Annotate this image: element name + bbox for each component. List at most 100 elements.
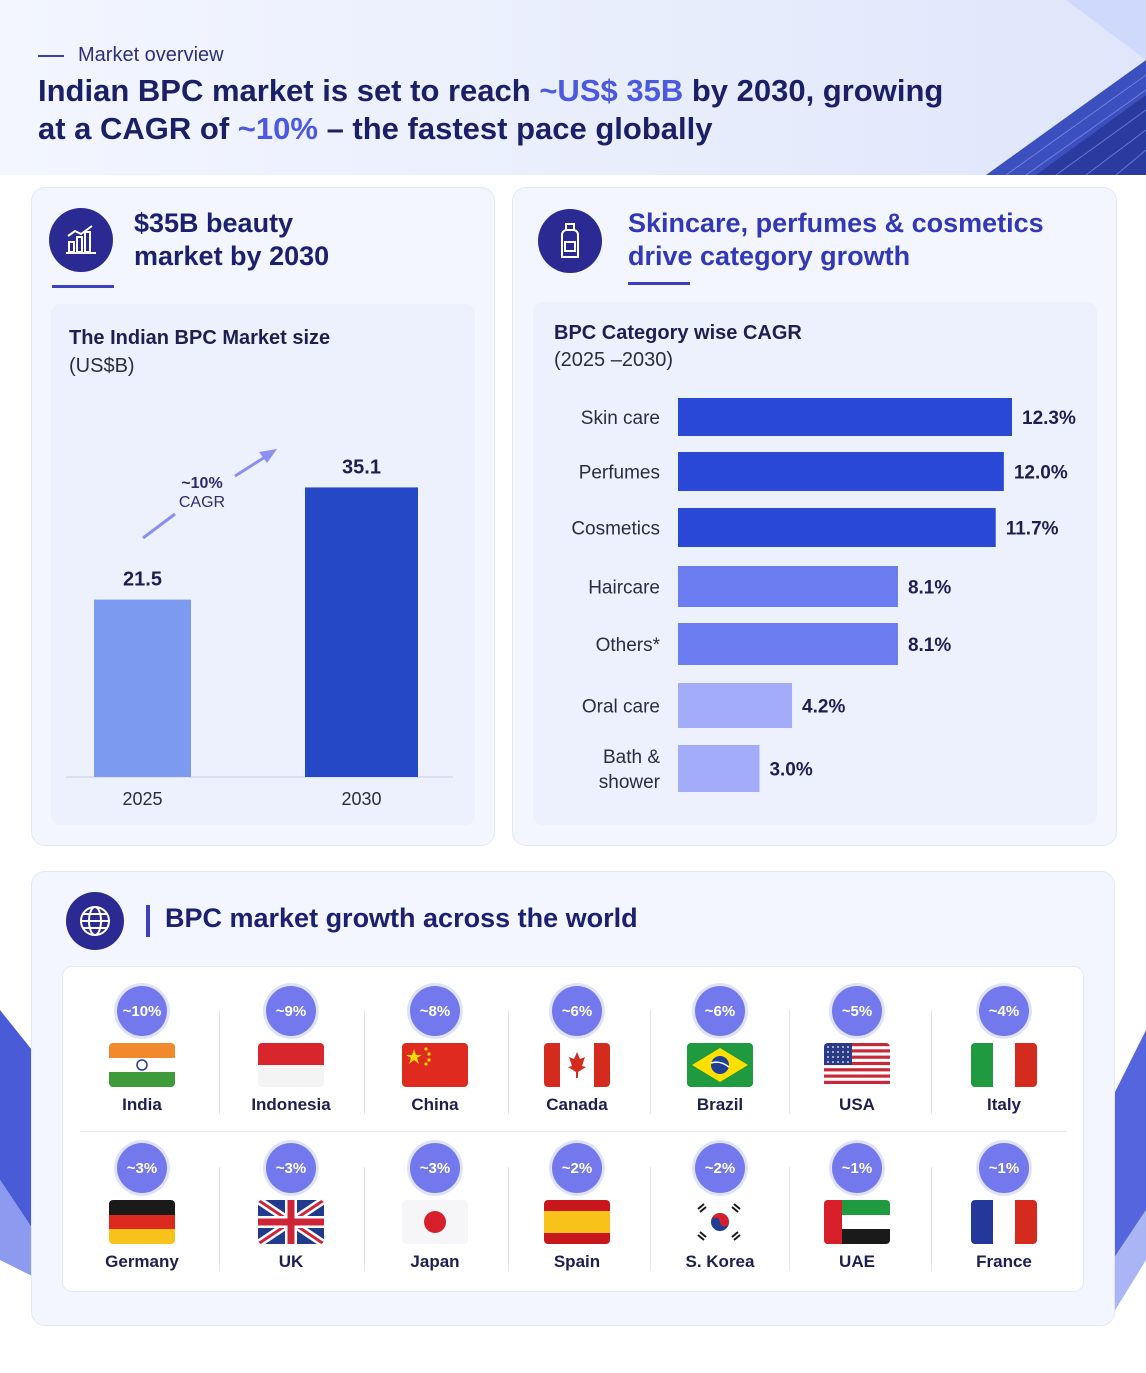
country-cell-spain: ~2% Spain: [507, 1143, 647, 1272]
bar-Skin care: [678, 398, 1012, 436]
growth-badge: ~9%: [266, 986, 316, 1036]
chart2-title: BPC Category wise CAGR: [554, 322, 802, 344]
germany-flag-icon: [109, 1200, 175, 1244]
tick-label-2025: 2025: [122, 789, 162, 809]
cagr-arrow-tail: [142, 512, 176, 540]
country-cell-china: ~8% China: [365, 986, 505, 1115]
brazil-flag-icon: [687, 1043, 753, 1087]
category-label-Haircare: Haircare: [588, 578, 660, 599]
country-name: Spain: [553, 1252, 601, 1271]
country-name: Japan: [410, 1252, 460, 1271]
category-label-Perfumes: Perfumes: [579, 463, 660, 484]
category-label-Skin care: Skin care: [581, 408, 660, 429]
bar-Others*: [678, 623, 898, 665]
category-label-Cosmetics: Cosmetics: [571, 519, 660, 540]
value-label-Others*: 8.1%: [908, 635, 951, 656]
country-name: Canada: [546, 1095, 608, 1114]
right-decoration: [1106, 1030, 1146, 1325]
grid-column-divider: [931, 1167, 932, 1271]
country-name: UAE: [839, 1252, 875, 1271]
country-cell-india: ~10% India: [72, 986, 212, 1115]
card1-title-line: market by 2030: [134, 241, 330, 271]
bar-Perfumes: [678, 452, 1004, 491]
country-cell-brazil: ~6% Brazil: [650, 986, 790, 1115]
title-highlight: ~10%: [237, 111, 318, 146]
title-part: at a CAGR of: [38, 111, 238, 146]
grid-column-divider: [650, 1167, 651, 1271]
country-name: India: [122, 1095, 162, 1114]
bottle-icon: [538, 209, 602, 273]
country-cell-indonesia: ~9% Indonesia: [221, 986, 361, 1115]
bar-Cosmetics: [678, 508, 996, 547]
country-name: USA: [839, 1095, 875, 1114]
growth-badge: ~2%: [695, 1143, 745, 1193]
card2-title-line: drive category growth: [628, 241, 911, 271]
grid-column-divider: [789, 1167, 790, 1271]
country-name: Italy: [986, 1095, 1022, 1114]
category-label-Oral care: Oral care: [582, 697, 660, 718]
title-part: Indian BPC market is set to reach: [38, 73, 540, 108]
market-size-bar-chart: 21.5 2025 35.1 2030 ~10% CAGR: [66, 449, 453, 809]
value-label-2025: 21.5: [123, 569, 162, 591]
category-label-Others*: Others*: [596, 635, 661, 656]
grid-column-divider: [650, 1010, 651, 1114]
country-cell-canada: ~6% Canada: [507, 986, 647, 1115]
card1-underline: [52, 285, 114, 288]
growth-badge: ~2%: [552, 1143, 602, 1193]
china-flag-icon: [402, 1043, 468, 1087]
grid-row-divider: [80, 1131, 1066, 1132]
card2-title-line: Skincare, perfumes & cosmetics: [628, 208, 1044, 238]
world-title: BPC market growth across the world: [165, 903, 638, 933]
india-flag-icon: [109, 1043, 175, 1087]
country-name: Indonesia: [251, 1095, 331, 1114]
value-label-Oral care: 4.2%: [802, 697, 845, 718]
country-name: France: [976, 1252, 1032, 1271]
skorea-flag-icon: [687, 1200, 753, 1244]
grid-column-divider: [931, 1010, 932, 1114]
chart1-subtitle: (US$B): [69, 355, 135, 377]
kicker-text: Market overview: [78, 44, 224, 66]
france-flag-icon: [971, 1200, 1037, 1244]
uae-flag-icon: [824, 1200, 890, 1244]
bar-growth-icon: [49, 208, 113, 272]
growth-badge: ~6%: [695, 986, 745, 1036]
japan-flag-icon: [402, 1200, 468, 1244]
growth-badge: ~3%: [410, 1143, 460, 1193]
card1-title-line: $35B beauty: [134, 208, 294, 238]
cagr-annotation-label: CAGR: [179, 494, 225, 511]
value-label-Bath & shower: 3.0%: [769, 760, 812, 781]
grid-column-divider: [789, 1010, 790, 1114]
page-title: Indian BPC market is set to reach ~US$ 3…: [38, 72, 1038, 148]
growth-badge: ~3%: [266, 1143, 316, 1193]
globe-icon: [66, 892, 124, 950]
growth-badge: ~4%: [979, 986, 1029, 1036]
grid-column-divider: [508, 1167, 509, 1271]
title-part: – the fastest pace globally: [317, 111, 713, 146]
grid-column-divider: [219, 1167, 220, 1271]
header-banner: Market overview Indian BPC market is set…: [0, 0, 1146, 175]
spain-flag-icon: [544, 1200, 610, 1244]
country-cell-france: ~1% France: [934, 1143, 1074, 1272]
country-cell-usa: ~5% USA: [787, 986, 927, 1115]
left-decoration: [0, 1010, 40, 1280]
bar-2025: [94, 599, 191, 777]
title-part: by 2030, growing: [683, 73, 944, 108]
country-name: China: [411, 1095, 459, 1114]
country-cell-uae: ~1% UAE: [787, 1143, 927, 1272]
grid-column-divider: [219, 1010, 220, 1114]
bar-Haircare: [678, 566, 898, 607]
canada-flag-icon: [544, 1043, 610, 1087]
country-name: Germany: [105, 1252, 179, 1271]
category-label-Bath & shower: Bath &: [603, 747, 660, 768]
bar-2030: [305, 487, 418, 777]
category-cagr-bar-chart: 12.3% Skin care 12.0% Perfumes 11.7% Cosmetic…: [571, 398, 1076, 793]
growth-badge: ~10%: [117, 986, 167, 1036]
value-label-Cosmetics: 11.7%: [1006, 519, 1059, 540]
tick-label-2030: 2030: [341, 789, 381, 809]
grid-column-divider: [364, 1167, 365, 1271]
country-cell-skorea: ~2% S. Korea: [650, 1143, 790, 1272]
value-label-Perfumes: 12.0%: [1014, 463, 1068, 484]
cagr-annotation-value: ~10%: [181, 475, 222, 492]
card1-title: $35B beauty market by 2030: [134, 207, 329, 273]
value-label-Skin care: 12.3%: [1022, 408, 1076, 429]
